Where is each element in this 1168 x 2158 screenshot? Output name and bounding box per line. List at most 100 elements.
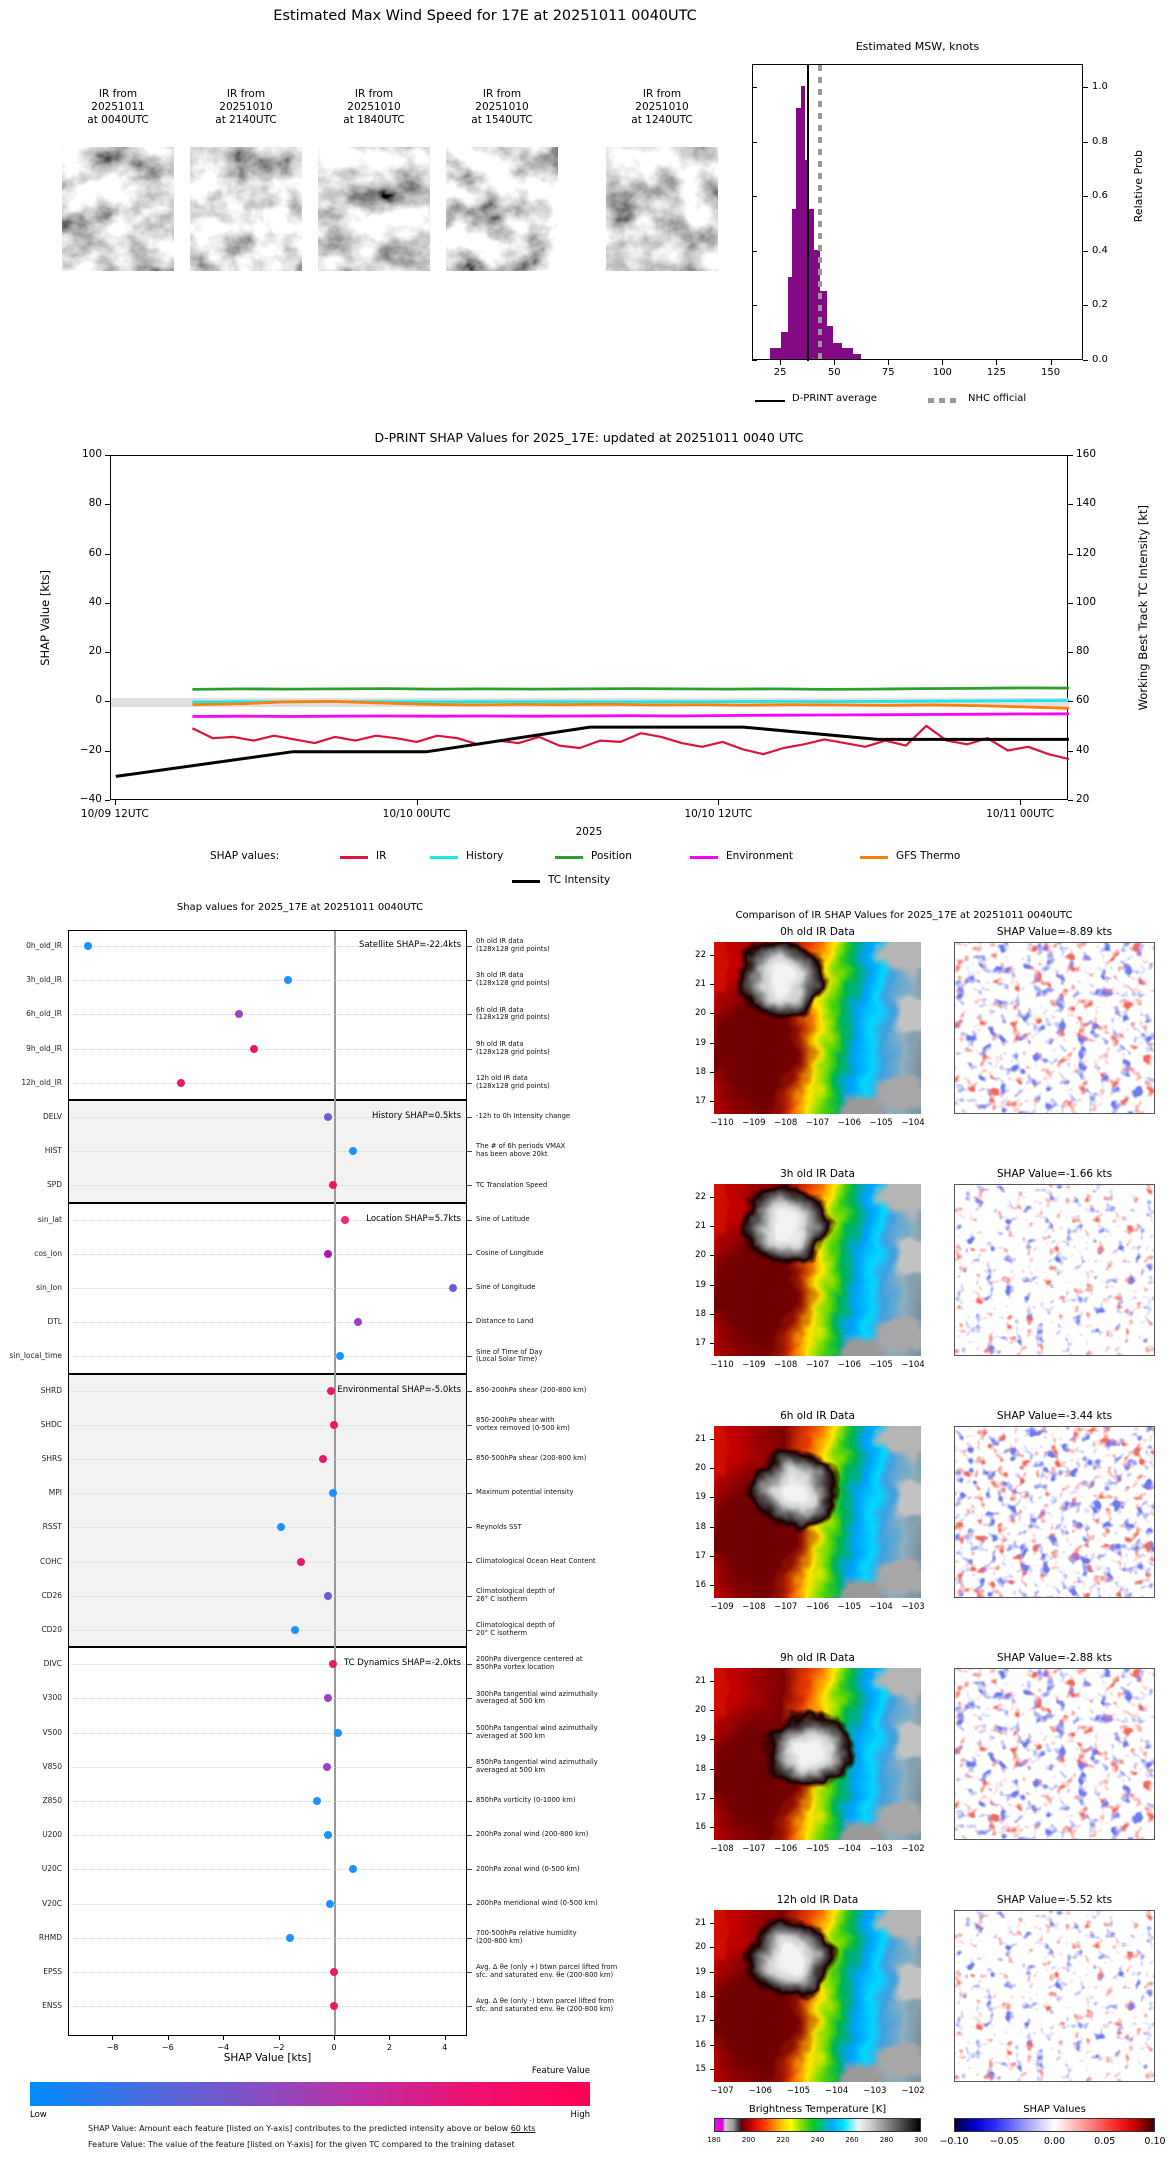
x-axis-tick-label: 75	[881, 367, 895, 378]
y-axis-tick-label: 0.2	[1092, 299, 1108, 311]
ir-map-y-tick-label: 17	[695, 1792, 706, 1803]
feature-description: Climatological depth of 26° C isotherm	[476, 1587, 661, 1604]
right-tick	[1068, 701, 1073, 703]
timeseries-plot-area	[110, 455, 1069, 800]
feature-name-label: COHC	[39, 1556, 62, 1566]
feature-description: TC Translation Speed	[476, 1181, 661, 1190]
feature-name-label: 0h_old_IR	[26, 941, 62, 950]
feature-description-line: sfc. and saturated env. θe (200-800 km)	[476, 1970, 614, 1979]
histogram-bar	[833, 342, 842, 359]
ir-map-x-tick-label: −103	[869, 1844, 893, 1854]
ir-thumbnail	[318, 147, 430, 271]
feature-description-line: Sine of Latitude	[476, 1214, 530, 1223]
feature-dot	[449, 1284, 458, 1292]
histogram-bar	[804, 159, 810, 359]
feature-description-line: 300hPa tangential wind azimuthally	[476, 1689, 598, 1698]
left-tick-label: −20	[79, 743, 102, 756]
feature-gridline	[68, 1219, 467, 1221]
feature-desc-tick	[467, 1424, 472, 1426]
feature-description: 850hPa vorticity (0-1000 km)	[476, 1796, 661, 1805]
feature-description: Climatological depth of 20° C isotherm	[476, 1621, 661, 1638]
dprint-average-legend-label: D-PRINT average	[792, 393, 877, 404]
shap-value-map	[954, 1668, 1155, 1840]
colorbar-low-label: Low	[30, 2110, 47, 2120]
feature-dot	[324, 1591, 333, 1600]
feature-desc-tick	[467, 1835, 472, 1837]
ir-shap-comparison: Comparison of IR SHAP Values for 2025_17…	[640, 900, 1168, 2158]
feature-description-line: (128x128 grid points)	[476, 1081, 550, 1090]
y-axis-tick	[1083, 141, 1088, 143]
ir-map-x-tick-label: −107	[773, 1602, 798, 1612]
feature-dot	[330, 1420, 338, 1429]
feature-desc-tick	[467, 1937, 472, 1939]
ir-map-y-tick	[710, 1313, 714, 1315]
legend-swatch-tc-intensity	[512, 880, 540, 883]
feature-desc-tick	[467, 2006, 472, 2008]
section-divider	[68, 1098, 467, 1101]
shap-value-map	[954, 1184, 1155, 1356]
ir-map-y-tick-label: 16	[695, 1822, 706, 1832]
histogram-bar	[852, 353, 862, 359]
feature-description-line: (Local Solar Time)	[476, 1355, 538, 1364]
feature-name-label: SHRS	[41, 1454, 62, 1463]
ir-map-x-tick-label: −106	[773, 1844, 798, 1854]
y-axis-tick-label: 0.4	[1092, 244, 1108, 256]
ir-map-x-tick-label: −108	[773, 1118, 798, 1128]
dotplot-x-tick-label: 0	[331, 2043, 337, 2052]
feature-gridline	[68, 1561, 467, 1563]
ir-thumbnail-strip: IR from 20251011 at 0040UTC IR from 20251010…	[0, 0, 1168, 300]
feature-gridline	[68, 1972, 467, 1973]
feature-description: 3h old IR data (128x128 grid points)	[476, 972, 661, 988]
histogram-bar	[781, 331, 788, 359]
right-tick	[1068, 800, 1073, 801]
ir-map-x-tick-label: −105	[869, 1118, 893, 1128]
ir-map-y-tick	[710, 1226, 714, 1228]
ir-map-y-tick	[710, 1585, 714, 1586]
feature-description: 9h old IR data (128x128 grid points)	[476, 1040, 661, 1057]
ir-map-y-tick	[710, 1923, 714, 1924]
feature-gridline	[68, 1117, 467, 1118]
thumbnail-label-line: 20251011	[91, 101, 145, 113]
dotplot-x-tick-label: −2	[272, 2043, 285, 2052]
feature-name-label: V850	[42, 1761, 62, 1771]
x-axis-tick	[834, 360, 836, 365]
feature-description: Sine of Latitude	[476, 1214, 661, 1224]
ir-map-x-tick-label: −103	[863, 2086, 887, 2096]
ir-map-texture	[714, 1184, 921, 1356]
ir-map-y-tick-label: 20	[695, 1463, 706, 1474]
shap-map-title: SHAP Value=-5.52 kts	[996, 1894, 1113, 1906]
shap-map-title: SHAP Value=-2.88 kts	[996, 1652, 1113, 1664]
left-tick-label: 40	[88, 595, 102, 608]
thumbnail-label-line: at 2140UTC	[215, 114, 277, 126]
timeseries-title: D-PRINT SHAP Values for 2025_17E: update…	[374, 430, 804, 445]
feature-desc-tick	[467, 1493, 472, 1495]
thumbnail-label-line: IR from	[98, 88, 138, 100]
legend-label-tc-intensity: TC Intensity	[548, 874, 611, 886]
right-tick-label: 100	[1076, 595, 1097, 608]
feature-gridline	[68, 1664, 467, 1666]
ir-map-y-tick-label: 18	[695, 1991, 706, 2001]
legend-label-position: Position	[591, 850, 632, 862]
legend-label-ir: IR	[376, 850, 387, 862]
feature-description-line: 850hPa vortex location	[476, 1663, 555, 1672]
dotplot-x-tick	[278, 2036, 280, 2040]
feature-description: 850-200hPa shear with vortex removed (0-5…	[476, 1416, 661, 1433]
ir-map-x-tick-label: −105	[805, 1844, 830, 1854]
feature-gridline	[68, 980, 467, 982]
feature-desc-tick	[467, 1356, 472, 1358]
feature-description-line: Avg. Δ θe (only +) btwn parcel lifted fr…	[476, 1963, 618, 1972]
thumbnail-label-line: at 0040UTC	[87, 114, 149, 126]
shap-values-colorbar-title: SHAP Values	[1023, 2104, 1086, 2115]
ir-map-texture	[714, 1426, 921, 1598]
brightness-temp-colorbar	[714, 2118, 921, 2132]
ir-map-y-tick	[710, 1439, 714, 1440]
dprint-average-line	[807, 65, 810, 361]
feature-description: Sine of Time of Day (Local Solar Time)	[476, 1348, 661, 1365]
ir-map-x-tick-label: −106	[805, 1602, 830, 1612]
shap-value-map	[954, 1426, 1155, 1598]
histogram-bar	[800, 86, 805, 359]
shap-map-texture	[955, 943, 1154, 1113]
feature-value-colorbar-title: Feature Value	[531, 2066, 590, 2076]
feature-gridline	[68, 1732, 467, 1734]
left-tick	[105, 504, 110, 506]
